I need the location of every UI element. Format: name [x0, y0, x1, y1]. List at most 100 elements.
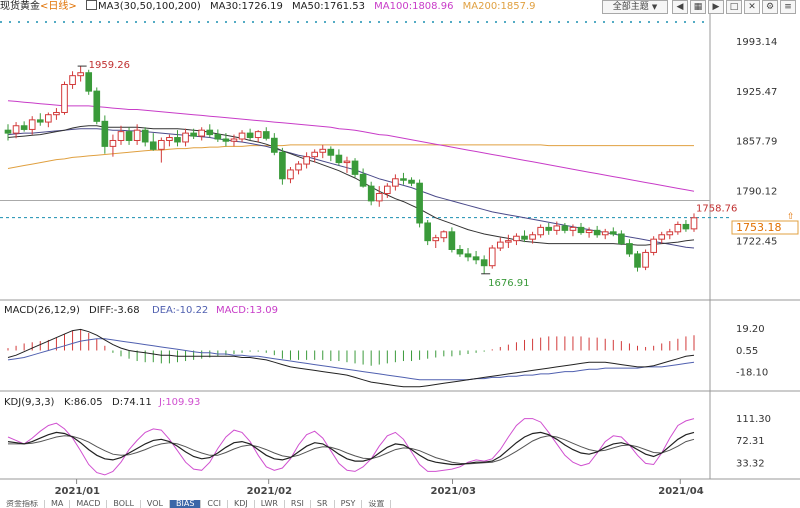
candle-body — [141, 129, 149, 143]
candle-body — [674, 223, 682, 233]
date-label: 2021/03 — [431, 486, 476, 497]
price-grid — [0, 199, 730, 219]
tab-settings[interactable]: 设置 — [362, 500, 392, 508]
macd-tick-label: 19.20 — [736, 324, 765, 335]
candle-body — [198, 129, 206, 137]
chevron-down-icon: ▼ — [651, 3, 658, 11]
candle-body — [400, 178, 407, 181]
ma100-value: MA100:1808.96 — [374, 1, 454, 12]
candle-body — [351, 160, 359, 175]
candle-body — [319, 148, 327, 153]
kdj-tick-label: 72.31 — [736, 436, 765, 447]
macd-title: MACD(26,12,9) — [4, 305, 80, 316]
tab-cci[interactable]: CCI — [201, 500, 228, 508]
tab-macd[interactable]: MACD — [70, 500, 108, 508]
period-label[interactable]: <日线> — [40, 1, 77, 12]
candle-body — [496, 241, 504, 249]
candle-body — [609, 231, 617, 235]
tab-vol[interactable]: VOL — [141, 500, 171, 508]
arrow-up-icon: ⇧ — [787, 212, 795, 222]
tab-psy[interactable]: PSY — [335, 500, 363, 508]
macd-histogram — [7, 329, 695, 366]
current-price-value: 1753.18 — [736, 221, 782, 234]
kdj-k-value: K:86.05 — [64, 397, 103, 408]
kdj-panel: KDJ(9,3,3) K:86.05 D:74.11 J:109.93 — [4, 397, 200, 408]
candle-body — [93, 90, 101, 122]
candle-body — [424, 222, 431, 242]
menu-icon[interactable]: ≡ — [780, 0, 796, 14]
macd-dif-value: DIFF:-3.68 — [89, 305, 140, 316]
ma100-line — [7, 100, 695, 192]
candle-body — [287, 169, 294, 180]
last-high-annotation: 1758.76 — [696, 203, 737, 214]
ma30-value: MA30:1726.19 — [209, 1, 283, 12]
candlestick-series — [4, 66, 698, 274]
candle-body — [206, 129, 214, 136]
candle-body — [440, 231, 448, 239]
candle-body — [303, 156, 310, 165]
date-label: 2021/04 — [658, 486, 703, 497]
candle-body — [553, 225, 561, 231]
tab-lwr[interactable]: LWR — [255, 500, 285, 508]
moving-average-lines — [7, 100, 695, 249]
next-icon[interactable]: ▶ — [708, 0, 724, 14]
candle-body — [174, 137, 181, 143]
candle-body — [279, 151, 286, 180]
prev-icon[interactable]: ◀ — [672, 0, 688, 14]
date-axis: 2021/01 2021/02 2021/03 2021/04 — [55, 479, 704, 497]
candle-body — [690, 217, 698, 230]
kdj-y-axis: 111.30 72.31 33.32 — [736, 414, 771, 470]
candle-body — [133, 129, 141, 141]
price-annotations: 1959.26 1676.91 1758.76 — [77, 60, 737, 289]
candle-body — [182, 132, 189, 143]
candle-body — [416, 182, 423, 224]
candle-body — [513, 235, 520, 242]
tab-ma[interactable]: MA — [45, 500, 71, 508]
candle-body — [593, 229, 601, 236]
date-label: 2021/01 — [55, 486, 100, 497]
macd-dea-value: DEA:-10.22 — [152, 305, 208, 316]
candle-body — [585, 229, 593, 234]
candle-body — [642, 251, 649, 268]
candle-body — [36, 119, 44, 123]
tab-rsi[interactable]: RSI — [285, 500, 311, 508]
candle-body — [295, 163, 302, 171]
k-line — [7, 431, 695, 466]
kdj-tick-label: 33.32 — [736, 459, 765, 470]
grid-icon[interactable]: ▦ — [690, 0, 706, 14]
price-y-axis: 1993.14 1925.47 1857.79 1790.12 1722.45 — [736, 37, 777, 247]
candle-body — [214, 134, 222, 140]
tab-fund-indicator[interactable]: 资金指标 — [0, 500, 45, 508]
candle-body — [392, 178, 399, 187]
candle-body — [222, 138, 230, 142]
candle-body — [101, 120, 109, 147]
candle-body — [432, 237, 440, 242]
candle-body — [545, 226, 553, 231]
ma-title: MA3(30,50,100,200) — [97, 1, 201, 12]
tab-kdj[interactable]: KDJ — [228, 500, 255, 508]
price-tick-label: 1790.12 — [736, 186, 777, 197]
candle-body — [561, 225, 569, 231]
candle-body — [335, 154, 343, 164]
candle-body — [456, 248, 464, 255]
candle-body — [45, 114, 52, 123]
tab-boll[interactable]: BOLL — [107, 500, 141, 508]
macd-panel: MACD(26,12,9) DIFF:-3.68 DEA:-10.22 MACD… — [4, 305, 278, 316]
maximize-icon[interactable]: □ — [726, 0, 742, 14]
candle-body — [650, 238, 657, 253]
settings-icon[interactable]: ⚙ — [762, 0, 778, 14]
tab-bias[interactable]: BIAS — [170, 500, 202, 508]
price-tick-label: 1857.79 — [736, 137, 777, 148]
candle-body — [53, 111, 60, 116]
tab-sr[interactable]: SR — [311, 500, 335, 508]
macd-y-axis: 19.20 0.55 -18.10 — [736, 324, 768, 379]
close-icon[interactable]: ✕ — [744, 0, 760, 14]
dea-line — [7, 338, 695, 381]
theme-dropdown-button[interactable]: 全部主题 ▼ — [602, 0, 668, 14]
candle-body — [77, 72, 84, 77]
date-label: 2021/02 — [247, 486, 292, 497]
kdj-lines — [7, 418, 695, 476]
candle-body — [311, 151, 319, 158]
dif-line — [7, 328, 695, 388]
